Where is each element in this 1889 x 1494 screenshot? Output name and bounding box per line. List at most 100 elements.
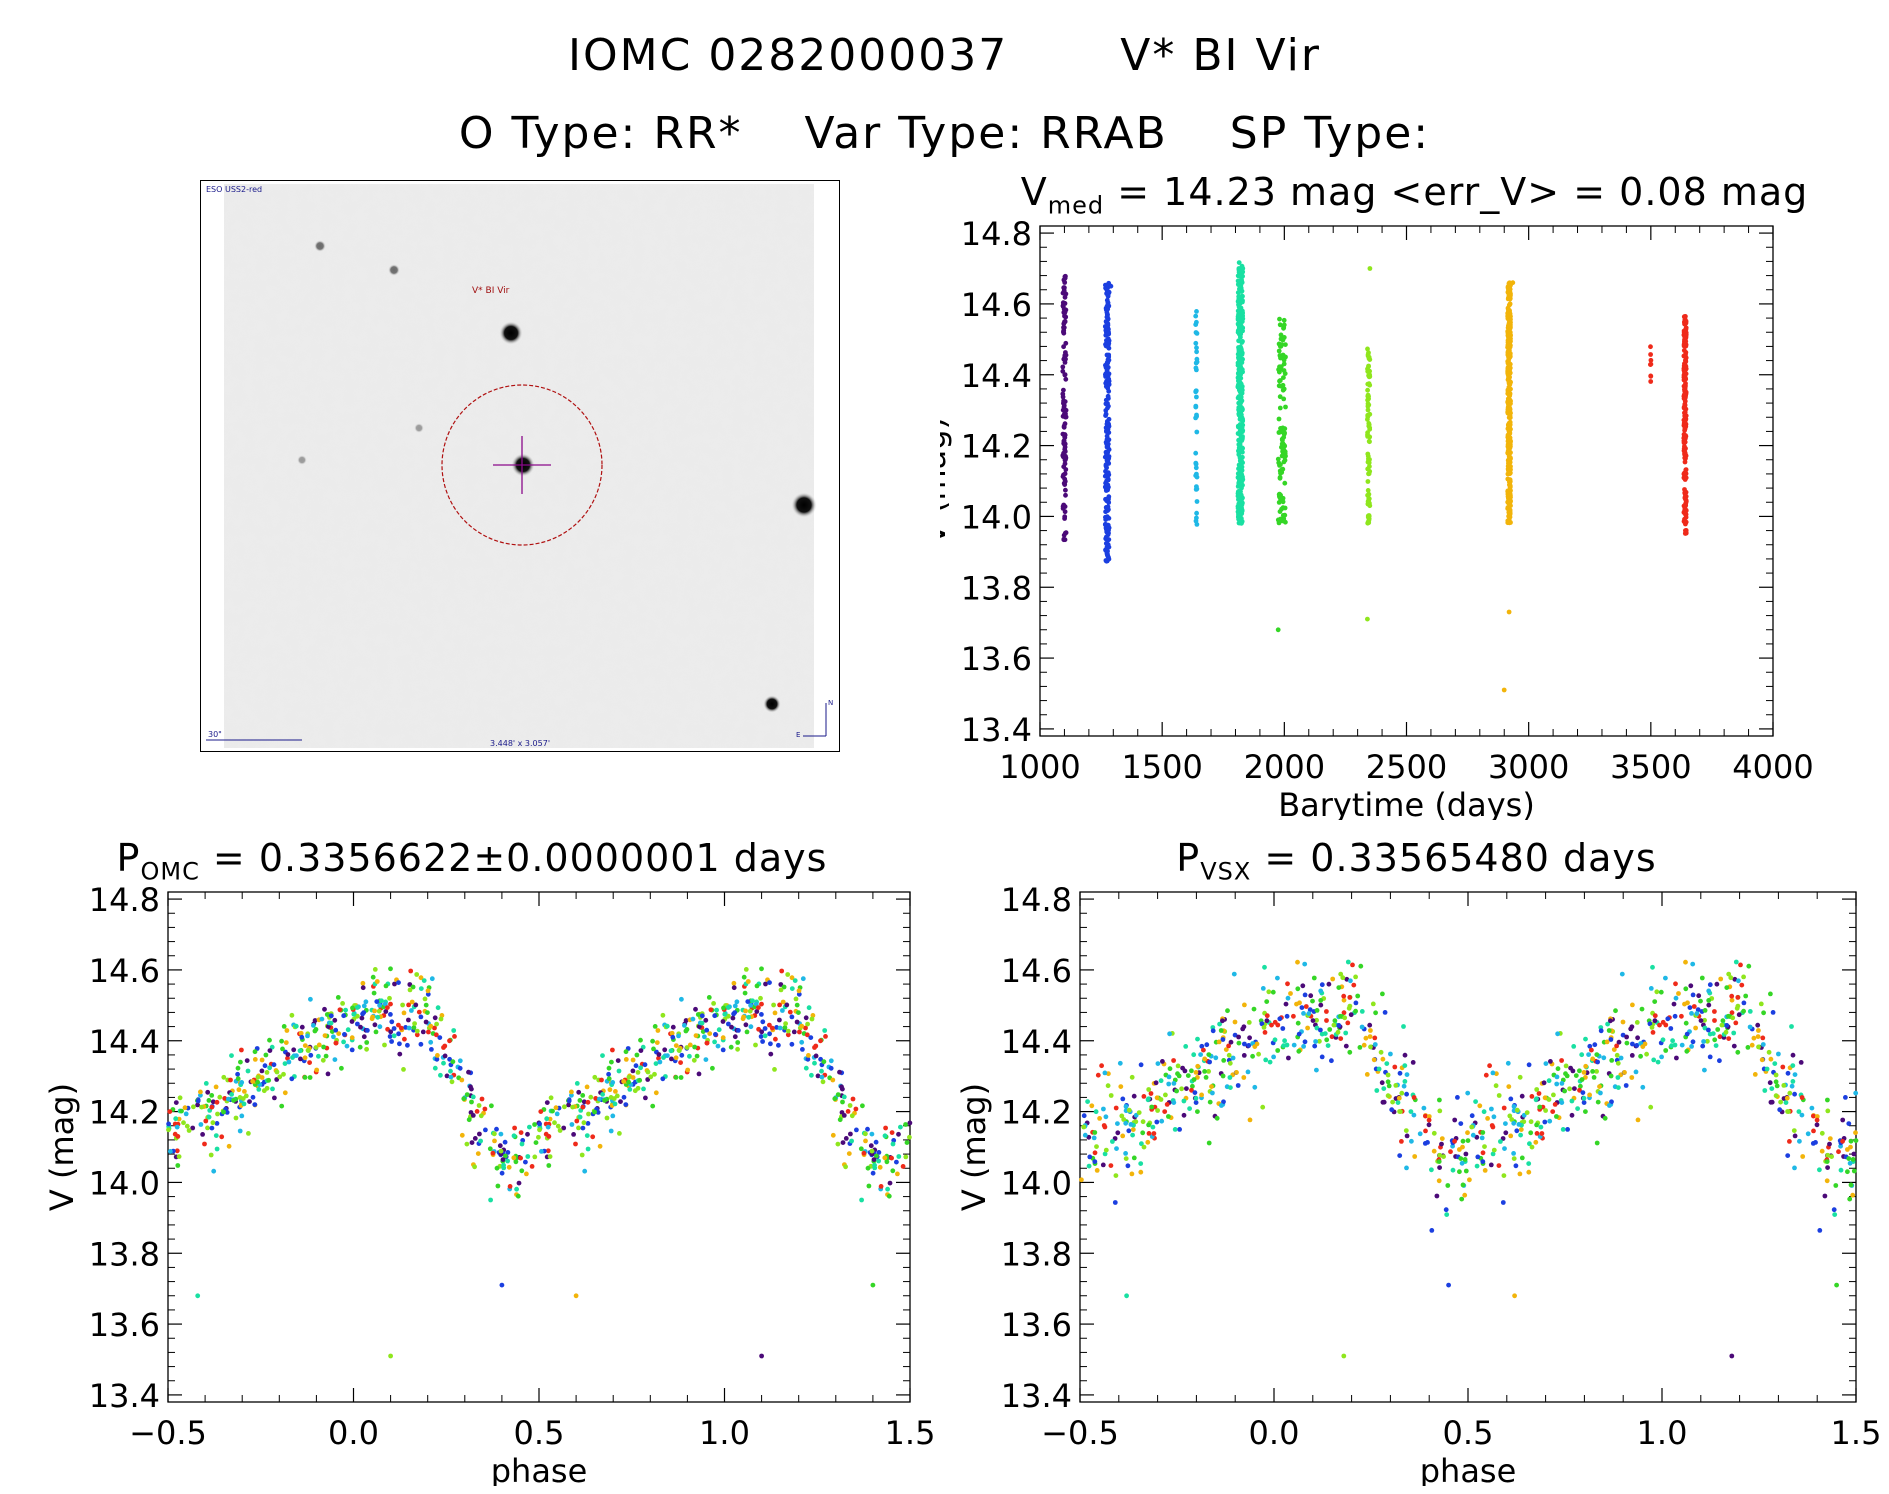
- phase-point: [340, 1001, 345, 1006]
- phase-point: [1548, 1059, 1553, 1064]
- phase-point: [1115, 1121, 1120, 1126]
- phase-point: [661, 1055, 666, 1060]
- phase-point: [815, 1073, 821, 1079]
- phase-point: [1381, 1099, 1387, 1105]
- phase-point: [511, 1133, 517, 1139]
- phase-point: [1513, 1163, 1519, 1169]
- phase-point: [544, 1116, 550, 1122]
- phase-point: [1630, 1041, 1635, 1047]
- light-curve-point: [1105, 344, 1110, 349]
- light-curve-point: [1239, 458, 1244, 464]
- var-type-value: RRAB: [1040, 108, 1168, 159]
- phase-point: [388, 1001, 393, 1007]
- light-curve-point: [1194, 309, 1199, 314]
- phase-point: [1569, 1098, 1575, 1104]
- phase-point: [283, 1040, 289, 1045]
- light-curve-point: [1683, 467, 1689, 472]
- phase-point: [1616, 1039, 1622, 1045]
- phase-point: [307, 1075, 313, 1080]
- phase-point: [376, 1008, 382, 1014]
- phase-point: [623, 1049, 629, 1055]
- phase-point: [349, 1047, 355, 1053]
- phase-point: [1458, 1121, 1464, 1126]
- light-curve-point: [1062, 516, 1067, 521]
- phase-point: [1758, 1001, 1764, 1007]
- phase-point: [1514, 1107, 1520, 1113]
- phase-point: [1634, 1043, 1640, 1048]
- phase-point: [777, 1025, 783, 1031]
- phase-point: [398, 1025, 404, 1031]
- phase-point: [793, 996, 799, 1002]
- light-curve-point: [1683, 494, 1689, 499]
- phase-point: [1385, 1079, 1391, 1085]
- phase-point: [397, 1041, 402, 1047]
- phase-point: [1357, 1045, 1363, 1050]
- phase-point: [1528, 1119, 1534, 1125]
- phase-point: [388, 1029, 394, 1035]
- light-curve-point: [1105, 322, 1111, 328]
- phase-point: [1676, 991, 1681, 996]
- light-curve-point: [1106, 556, 1112, 562]
- phase-point: [538, 1109, 544, 1114]
- phase-point: [1529, 1144, 1535, 1150]
- phase-point: [375, 1014, 381, 1020]
- phase-point: [1081, 1113, 1087, 1119]
- phase-point: [1348, 978, 1353, 984]
- phase-point: [1825, 1097, 1830, 1103]
- light-curve-point: [1278, 364, 1284, 369]
- phase-point: [1746, 963, 1752, 969]
- phase-point: [1385, 1072, 1391, 1078]
- phase-point: [450, 1059, 456, 1065]
- phase-point: [1426, 1117, 1432, 1123]
- phase-point: [1755, 1022, 1761, 1028]
- phase-point: [1103, 1114, 1109, 1120]
- x-tick-label: 1.5: [885, 1414, 936, 1452]
- light-curve-point: [1365, 466, 1371, 472]
- phase-point: [290, 1055, 295, 1060]
- phase-point: [525, 1154, 531, 1159]
- light-curve-point: [1103, 522, 1108, 528]
- phase-point: [693, 1033, 699, 1038]
- light-curve-point: [1104, 421, 1110, 427]
- phase-point: [1220, 1037, 1226, 1042]
- phase-point: [166, 1121, 172, 1127]
- phase-point: [1341, 997, 1347, 1003]
- phase-point: [1671, 1001, 1677, 1007]
- light-curve-point: [1683, 331, 1689, 337]
- phase-point: [1138, 1161, 1144, 1166]
- light-curve-point: [1104, 289, 1110, 295]
- phase-point: [858, 1146, 864, 1152]
- phase-point: [1487, 1063, 1492, 1069]
- y-tick-label: 13.8: [1001, 1235, 1072, 1273]
- phase-point: [1437, 1152, 1443, 1158]
- phase-point: [525, 1131, 530, 1137]
- phase-point: [896, 1131, 901, 1137]
- phase-point: [176, 1154, 182, 1159]
- phase-point: [778, 987, 784, 993]
- phase-point: [1493, 1083, 1499, 1089]
- phase-point: [1291, 1013, 1296, 1019]
- phase-point: [513, 1159, 519, 1165]
- phase-point: [1633, 1069, 1639, 1075]
- phase-point: [767, 1031, 772, 1037]
- phase-point: [1508, 1096, 1514, 1102]
- light-curve-point: [1501, 687, 1507, 693]
- light-curve-point: [1365, 387, 1370, 393]
- phase-point: [581, 1120, 587, 1126]
- phase-point: [313, 1045, 319, 1050]
- phase-point: [735, 1040, 741, 1045]
- phase-point: [360, 1011, 365, 1017]
- phase-point: [319, 1016, 325, 1022]
- phase-point: [226, 1143, 232, 1149]
- light-curve-point: [1238, 346, 1244, 352]
- phase-point: [768, 1051, 774, 1057]
- phase-point: [607, 1087, 613, 1093]
- light-curve-title: Vmed = 14.23 mag <err_V> = 0.08 mag: [940, 170, 1889, 220]
- phase-point: [1329, 1034, 1335, 1040]
- phase-point: [889, 1155, 894, 1161]
- phase-point: [214, 1146, 220, 1152]
- phase-point: [760, 1039, 765, 1044]
- phase-point: [841, 1094, 847, 1100]
- light-curve-point: [1061, 285, 1067, 291]
- phase-point: [1129, 1074, 1135, 1080]
